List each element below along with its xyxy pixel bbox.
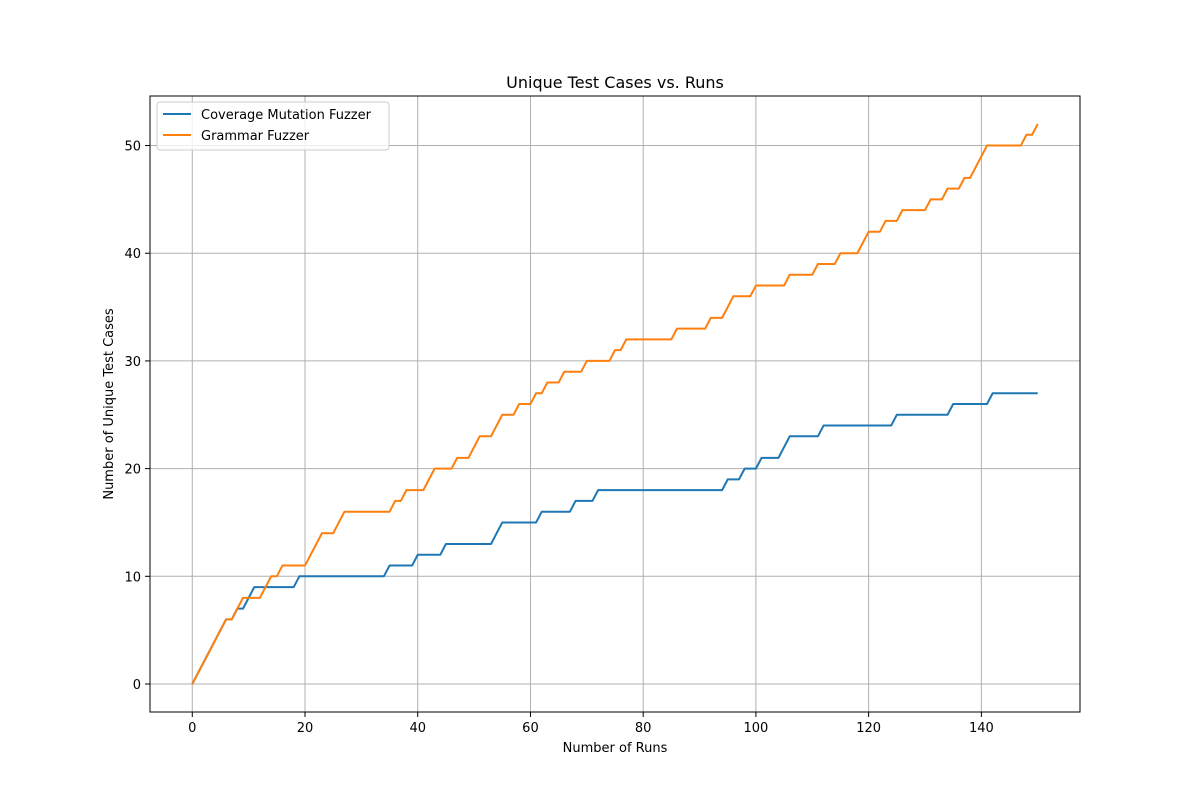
x-tick-label: 40 (409, 721, 426, 736)
x-tick-label: 120 (856, 721, 881, 736)
y-tick-label: 20 (124, 463, 141, 478)
legend-label-coverage: Coverage Mutation Fuzzer (201, 108, 372, 123)
x-tick-label: 140 (969, 721, 994, 736)
chart-title: Unique Test Cases vs. Runs (506, 73, 724, 92)
legend-box (156, 101, 390, 151)
y-tick-label: 50 (124, 140, 141, 155)
ticks: 0 20 40 60 80 100 120 140 0 10 20 30 40 50 (124, 140, 993, 736)
y-axis-label: Number of Unique Test Cases (102, 308, 117, 500)
y-tick-label: 30 (124, 355, 141, 370)
y-tick-label: 10 (124, 570, 141, 585)
plot-frame (149, 95, 1081, 713)
y-tick-label: 0 (133, 678, 141, 693)
legend: Coverage Mutation Fuzzer Grammar Fuzzer (156, 101, 390, 151)
series-line-grammar-fuzzer (191, 123, 1039, 685)
series-layer (191, 123, 1039, 685)
x-tick-label: 100 (743, 721, 768, 736)
x-tick-label: 60 (522, 721, 539, 736)
x-tick-label: 20 (297, 721, 314, 736)
legend-label-grammar: Grammar Fuzzer (201, 129, 310, 144)
series-line-coverage-mutation-fuzzer (191, 392, 1038, 685)
y-tick-label: 40 (124, 247, 141, 262)
x-tick-label: 80 (635, 721, 652, 736)
grid (150, 96, 1080, 712)
x-tick-label: 0 (188, 721, 196, 736)
x-axis-label: Number of Runs (563, 741, 668, 756)
